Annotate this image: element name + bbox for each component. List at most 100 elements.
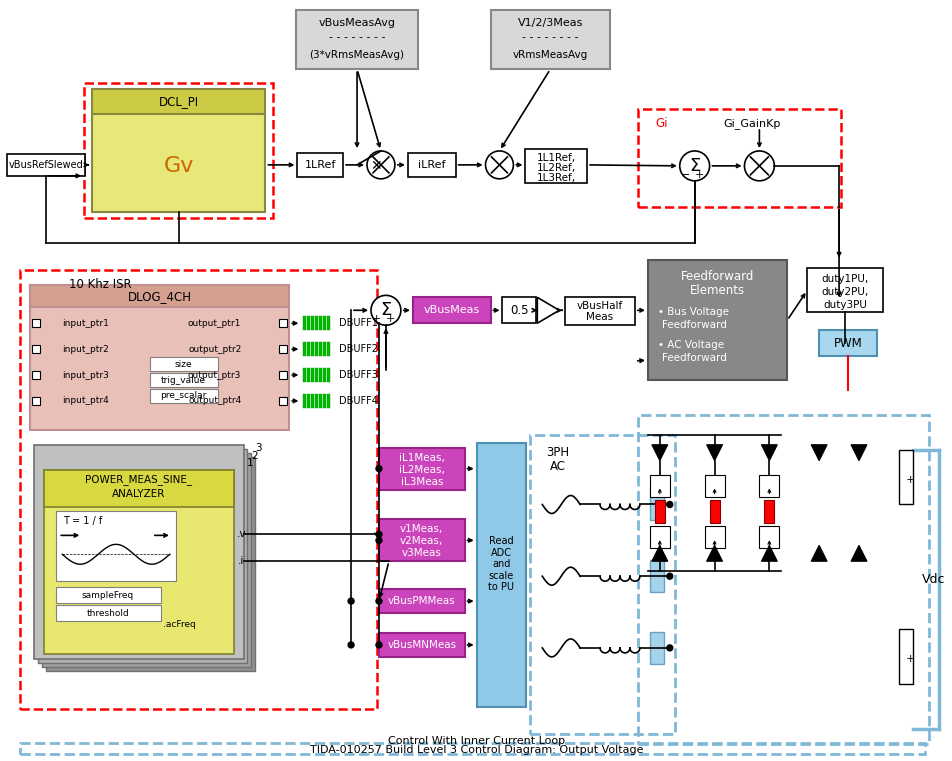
Polygon shape	[851, 444, 867, 460]
Bar	[899, 450, 913, 505]
Text: input_ptr1: input_ptr1	[62, 319, 109, 328]
Bar	[760, 527, 780, 549]
Text: duty1PU,: duty1PU,	[822, 275, 868, 285]
Text: Elements: Elements	[690, 284, 745, 297]
Text: +: +	[906, 475, 916, 485]
Bar	[327, 342, 330, 356]
Bar	[650, 489, 664, 521]
Polygon shape	[762, 546, 778, 562]
Text: 3: 3	[255, 443, 262, 453]
Text: .i: .i	[238, 556, 245, 566]
Text: input_ptr4: input_ptr4	[62, 396, 109, 406]
Bar	[32, 320, 40, 327]
Bar	[764, 499, 774, 524]
Text: duty2PU,: duty2PU,	[822, 288, 868, 298]
Circle shape	[744, 151, 774, 181]
Bar	[655, 499, 664, 524]
Bar	[327, 317, 330, 330]
Text: 1L1Ref,: 1L1Ref,	[537, 153, 576, 163]
Text: TIDA-010257 Build Level 3 Control Diagram: Output Voltage: TIDA-010257 Build Level 3 Control Diagra…	[309, 746, 644, 756]
Circle shape	[376, 642, 382, 648]
Text: 3PH: 3PH	[546, 446, 570, 459]
Bar	[311, 317, 314, 330]
Bar	[20, 743, 924, 754]
Text: PWM: PWM	[834, 336, 863, 349]
Circle shape	[367, 151, 395, 179]
Text: Feedforward: Feedforward	[662, 320, 726, 330]
Bar	[899, 629, 913, 683]
Text: Feedforward: Feedforward	[681, 270, 754, 283]
Bar	[47, 457, 255, 670]
Bar	[323, 394, 327, 408]
Text: 10 Khz ISR: 10 Khz ISR	[69, 278, 131, 291]
Bar	[92, 114, 266, 212]
Bar	[704, 475, 724, 496]
Text: +: +	[695, 170, 704, 180]
Bar	[650, 632, 664, 664]
Text: .acFreq: .acFreq	[164, 619, 196, 629]
Text: 2: 2	[251, 451, 258, 460]
Text: +: +	[372, 314, 382, 324]
Bar	[648, 260, 787, 380]
Polygon shape	[706, 444, 723, 460]
Bar	[307, 394, 310, 408]
Text: DBUFF3: DBUFF3	[339, 370, 378, 380]
Bar	[315, 342, 318, 356]
Text: DBUFF4: DBUFF4	[339, 396, 378, 406]
Circle shape	[666, 573, 673, 579]
Bar	[279, 397, 288, 405]
Text: v1Meas,: v1Meas,	[400, 524, 444, 534]
Bar	[760, 475, 780, 496]
Bar	[638, 415, 929, 743]
Bar	[149, 357, 218, 371]
Text: Gv: Gv	[164, 156, 194, 176]
Bar	[327, 394, 330, 408]
Text: 0.5: 0.5	[510, 304, 528, 317]
Polygon shape	[652, 546, 667, 562]
Bar	[807, 269, 883, 312]
Bar	[149, 389, 218, 403]
Bar	[32, 345, 40, 353]
Bar	[311, 368, 314, 382]
Text: ✕: ✕	[370, 159, 382, 173]
Bar	[296, 10, 418, 69]
Text: - - - - - - - -: - - - - - - - -	[328, 33, 386, 43]
Text: (3*vRmsMeasAvg): (3*vRmsMeasAvg)	[309, 50, 405, 60]
Bar	[407, 153, 456, 177]
Bar	[56, 587, 161, 603]
Circle shape	[348, 598, 354, 604]
Bar	[319, 342, 322, 356]
Text: +: +	[387, 314, 396, 324]
Bar	[490, 10, 610, 69]
Bar	[709, 499, 720, 524]
Bar	[315, 368, 318, 382]
Bar	[279, 371, 288, 379]
Text: output_ptr4: output_ptr4	[188, 396, 241, 406]
Circle shape	[666, 645, 673, 651]
Text: v2Meas,: v2Meas,	[400, 537, 444, 546]
Bar	[279, 345, 288, 353]
Polygon shape	[652, 444, 667, 460]
Bar	[503, 298, 536, 323]
Bar	[304, 342, 307, 356]
Bar	[30, 285, 289, 307]
Circle shape	[376, 598, 382, 604]
Text: Gi: Gi	[656, 116, 668, 129]
Polygon shape	[811, 546, 827, 562]
Bar	[819, 330, 877, 356]
Text: Feedforward: Feedforward	[662, 353, 726, 363]
Bar	[379, 447, 465, 489]
Text: iLRef: iLRef	[418, 160, 446, 170]
Polygon shape	[851, 546, 867, 562]
Circle shape	[376, 466, 382, 472]
Text: DBUFF2: DBUFF2	[339, 344, 378, 354]
Polygon shape	[706, 546, 723, 562]
Bar	[45, 470, 233, 508]
Bar	[32, 397, 40, 405]
Text: Σ: Σ	[380, 301, 391, 320]
Text: output_ptr1: output_ptr1	[188, 319, 241, 328]
Bar	[379, 520, 465, 562]
Text: AC: AC	[550, 460, 566, 473]
Text: • Bus Voltage: • Bus Voltage	[658, 307, 729, 317]
Text: sampleFreq: sampleFreq	[82, 591, 134, 600]
